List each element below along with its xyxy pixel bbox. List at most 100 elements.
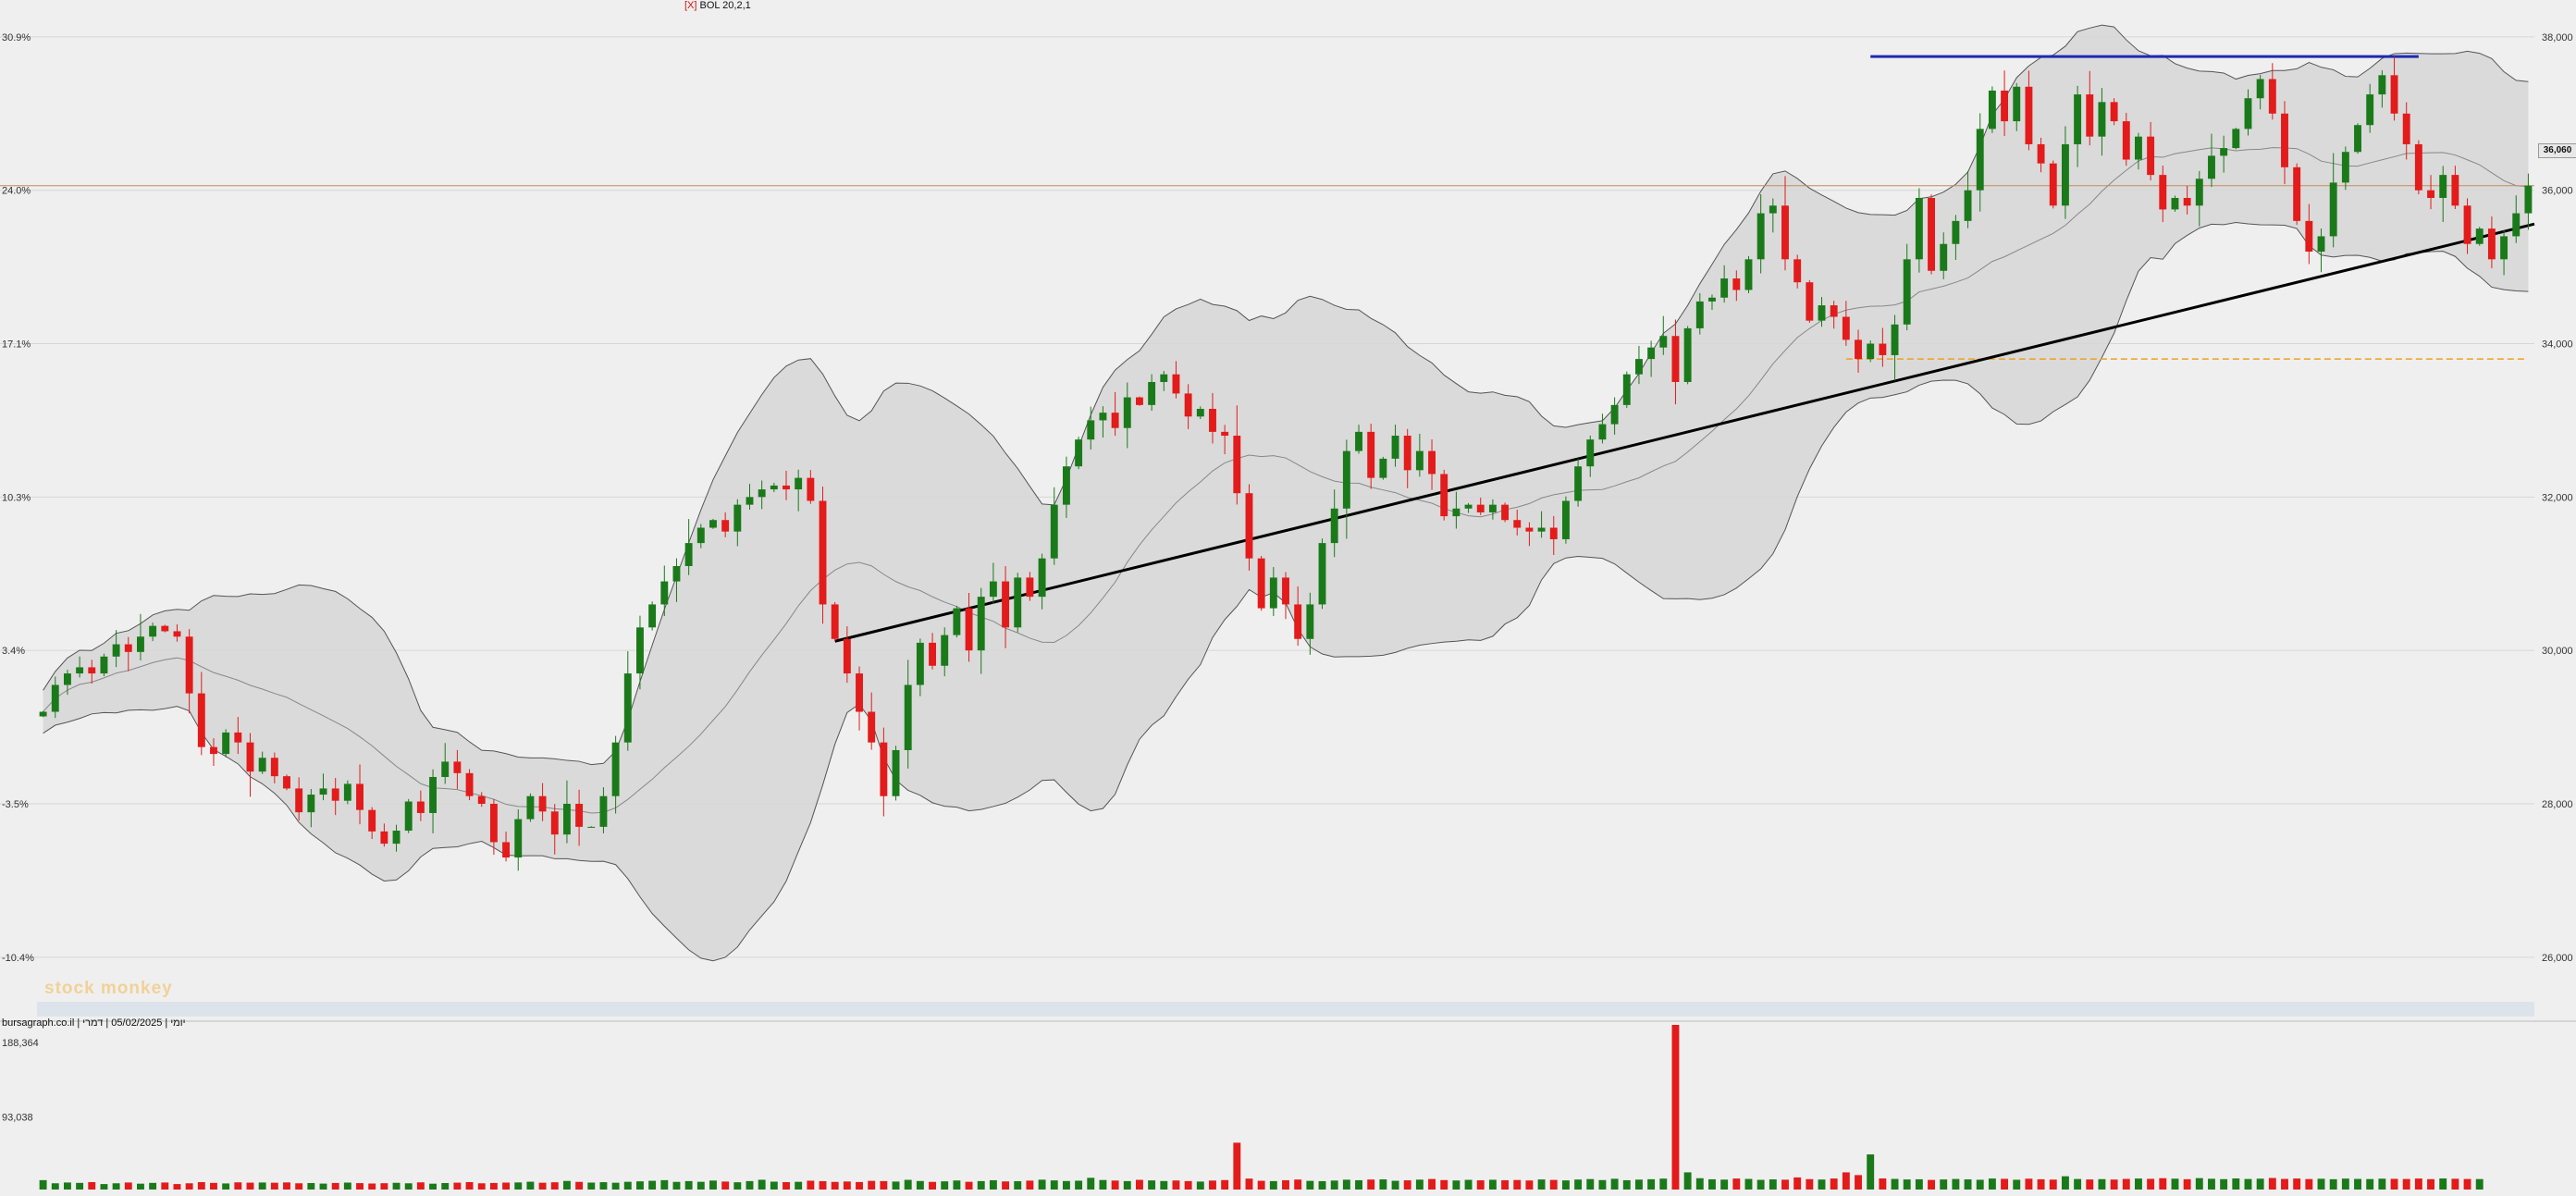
candle-body xyxy=(599,795,608,827)
chart-info-line: יומי | 05/02/2025 | דמרי | bursagraph.co… xyxy=(2,1017,186,1029)
volume-bar xyxy=(100,1184,108,1190)
candle-body xyxy=(1440,474,1448,517)
volume-bar xyxy=(2086,1179,2094,1190)
candle-body xyxy=(149,625,157,637)
candle xyxy=(1732,270,1741,302)
volume-bar xyxy=(1111,1180,1119,1190)
candle-body xyxy=(1160,374,1168,382)
candle-body xyxy=(489,804,498,843)
candle xyxy=(1233,405,1241,505)
candle-body xyxy=(2256,79,2264,99)
candle xyxy=(1294,586,1302,647)
volume-bar xyxy=(1976,1179,1984,1190)
candle xyxy=(197,672,205,756)
candle xyxy=(2256,74,2264,110)
candle-body xyxy=(1855,339,1862,360)
volume-bar xyxy=(1769,1179,1777,1190)
candle xyxy=(783,471,790,500)
candle xyxy=(331,778,339,816)
candle xyxy=(831,601,839,642)
candle xyxy=(453,749,462,789)
candle xyxy=(1391,425,1399,467)
candle xyxy=(2074,85,2082,167)
candle-body xyxy=(502,842,511,858)
candle xyxy=(1940,232,1948,279)
volume-bar xyxy=(1476,1180,1485,1190)
candle-body xyxy=(1476,504,1485,512)
volume-bar xyxy=(868,1180,876,1190)
volume-bar xyxy=(2293,1178,2301,1190)
candle xyxy=(1160,370,1168,391)
candle-body xyxy=(721,520,730,532)
candle-body xyxy=(709,520,717,528)
candle-body xyxy=(2439,175,2447,198)
volume-bar xyxy=(2098,1178,2106,1190)
volume-bar xyxy=(2195,1178,2203,1190)
candle-body xyxy=(831,604,839,639)
volume-bar xyxy=(2439,1178,2447,1190)
volume-bar xyxy=(892,1181,900,1190)
y-left-tick-label: 30.9% xyxy=(2,32,31,43)
candle xyxy=(283,774,290,791)
volume-bar xyxy=(331,1182,339,1190)
indicator-close-icon[interactable]: [X] xyxy=(684,0,697,11)
candle xyxy=(2293,163,2301,226)
volume-bar xyxy=(1233,1142,1241,1190)
candle-body xyxy=(1732,278,1741,290)
candle-body xyxy=(2244,98,2252,129)
candle xyxy=(587,826,596,828)
candle xyxy=(1635,345,1643,385)
volume-bar xyxy=(1196,1181,1204,1190)
candle-body xyxy=(63,673,71,685)
volume-bar xyxy=(1647,1178,1656,1190)
candle-body xyxy=(465,772,474,796)
volume-bar xyxy=(392,1182,401,1190)
volume-bar xyxy=(2366,1178,2374,1190)
volume-bar xyxy=(1659,1178,1668,1190)
volume-bar xyxy=(746,1180,754,1190)
volume-bar xyxy=(76,1182,84,1190)
candle-body xyxy=(2487,228,2496,260)
candle xyxy=(1756,193,1765,274)
volume-bar xyxy=(709,1180,717,1190)
candle-body xyxy=(1537,527,1546,532)
candle xyxy=(1744,255,1753,293)
candle xyxy=(1976,113,1984,212)
candle-body xyxy=(904,684,912,750)
volume-bar xyxy=(307,1182,315,1190)
volume-bar xyxy=(575,1181,584,1190)
candle xyxy=(76,656,84,678)
y-left-tick-label: -10.4% xyxy=(2,953,34,964)
candle xyxy=(1793,254,1802,289)
volume-bar xyxy=(234,1182,242,1190)
volume-bar xyxy=(502,1182,511,1190)
indicator-label[interactable]: [X] BOL 20,2,1 xyxy=(684,0,751,11)
volume-bar xyxy=(672,1181,681,1190)
volume-bar xyxy=(2122,1178,2130,1190)
candle xyxy=(538,783,547,821)
candle-body xyxy=(1818,305,1826,321)
volume-bar xyxy=(1014,1180,1022,1190)
volume-bar xyxy=(904,1179,912,1190)
volume-bar xyxy=(611,1182,620,1190)
candle xyxy=(575,789,584,846)
candle-body xyxy=(1879,343,1887,355)
volume-bar xyxy=(1586,1178,1595,1190)
candle xyxy=(1964,170,1972,228)
candle-body xyxy=(222,732,230,755)
volume-bar xyxy=(222,1183,230,1190)
candle xyxy=(1830,301,1838,329)
last-price-badge: 36,060 xyxy=(2538,143,2576,158)
candle xyxy=(1708,294,1716,311)
volume-bar xyxy=(623,1181,632,1190)
candle xyxy=(1123,382,1131,449)
volume-bar xyxy=(1330,1180,1338,1190)
candle xyxy=(1501,502,1510,523)
candle-body xyxy=(2232,129,2240,149)
candle xyxy=(1184,384,1192,429)
candle xyxy=(222,729,230,758)
drawn-lines xyxy=(0,55,2535,643)
candle-body xyxy=(1257,558,1265,609)
candle xyxy=(137,613,144,661)
candle xyxy=(880,727,888,817)
